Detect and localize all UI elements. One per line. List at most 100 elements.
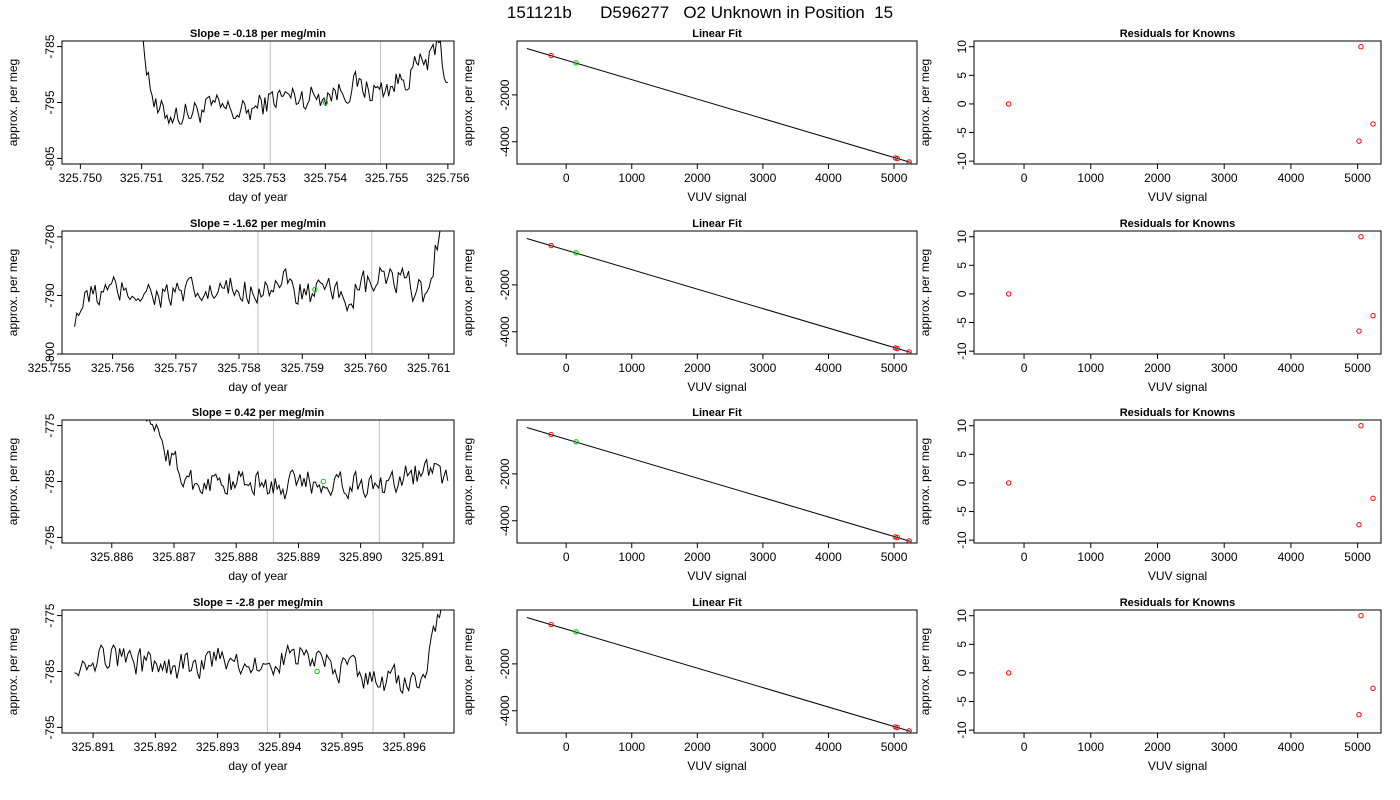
panel-r2-c2: Linear Fit 0 1000 2000 3000 4000 5000 -4000 -200… xyxy=(461,218,918,394)
signal-trace xyxy=(74,610,442,695)
plot-frame xyxy=(61,609,455,734)
figure-title: 151121b D596277 O2 Unknown in Position 1… xyxy=(507,3,893,22)
x-tick-label: 1000 xyxy=(1077,361,1104,375)
x-tick-label: 5000 xyxy=(1344,740,1371,754)
x-tick-label: 5000 xyxy=(1344,550,1371,564)
x-axis-label: day of year xyxy=(228,759,287,773)
x-tick-label: 325.894 xyxy=(258,740,302,754)
y-tick-label: -2000 xyxy=(498,648,512,679)
panel-r1-c3: Residuals for Knowns 0 1000 2000 3000 4000 500… xyxy=(918,28,1382,204)
plot-frame xyxy=(516,419,918,544)
x-tick-label: 325.893 xyxy=(196,740,240,754)
known-point xyxy=(1370,495,1376,502)
y-tick-label: 0 xyxy=(955,290,969,297)
x-tick-label: 4000 xyxy=(815,550,842,564)
x-tick-label: 3000 xyxy=(1211,361,1238,375)
panel-title: Residuals for Knowns xyxy=(1120,28,1236,40)
x-tick-label: 1000 xyxy=(618,550,645,564)
y-tick-label: 0 xyxy=(955,669,969,676)
y-tick-label: -795 xyxy=(43,715,57,739)
x-tick-label: 3000 xyxy=(1211,171,1238,185)
x-axis-label: day of year xyxy=(228,569,287,583)
y-axis-label: approx. per meg xyxy=(918,59,932,146)
y-tick-label: -10 xyxy=(955,531,969,549)
plot-frame xyxy=(61,419,455,544)
x-axis-label: VUV signal xyxy=(687,190,746,204)
y-tick-label: -4000 xyxy=(498,695,512,726)
plot-frame xyxy=(973,40,1382,165)
x-tick-label: 4000 xyxy=(815,740,842,754)
panel-title: Linear Fit xyxy=(692,407,742,419)
known-point xyxy=(1358,44,1364,50)
x-tick-label: 325.756 xyxy=(91,361,135,375)
known-point xyxy=(906,728,912,733)
x-tick-label: 1000 xyxy=(618,361,645,375)
y-tick-label: -4000 xyxy=(498,316,512,347)
x-tick-label: 325.895 xyxy=(320,740,364,754)
known-point xyxy=(894,345,901,352)
y-tick-label: 5 xyxy=(955,451,969,458)
panel-title: Linear Fit xyxy=(692,597,742,609)
x-tick-label: 3000 xyxy=(1211,740,1238,754)
x-tick-label: 4000 xyxy=(1278,740,1305,754)
y-axis-label: approx. per meg xyxy=(461,438,475,525)
x-tick-label: 325.887 xyxy=(152,550,196,564)
x-tick-label: 2000 xyxy=(1144,740,1171,754)
x-tick-label: 4000 xyxy=(815,361,842,375)
x-tick-label: 0 xyxy=(1021,171,1028,185)
x-tick-label: 325.889 xyxy=(277,550,321,564)
y-tick-label: -5 xyxy=(955,696,969,707)
y-axis-label: approx. per meg xyxy=(461,249,475,336)
x-tick-label: 0 xyxy=(1021,550,1028,564)
panel-title: Slope = -2.8 per meg/min xyxy=(193,597,323,609)
plot-frame xyxy=(516,230,918,355)
y-tick-label: -795 xyxy=(43,525,57,549)
y-tick-label: 5 xyxy=(955,72,969,79)
x-tick-label: 5000 xyxy=(881,171,908,185)
y-tick-label: 5 xyxy=(955,641,969,648)
known-point xyxy=(1370,121,1376,127)
known-point xyxy=(1356,521,1362,528)
x-tick-label: 0 xyxy=(563,550,570,564)
y-axis-label: approx. per meg xyxy=(918,249,932,336)
x-tick-label: 3000 xyxy=(750,740,777,754)
panel-r2-c3: Residuals for Knowns 0 1000 2000 3000 4000 500… xyxy=(918,218,1382,394)
unknown-point xyxy=(312,286,318,293)
plot-area xyxy=(74,610,442,733)
known-point xyxy=(548,431,554,438)
known-point xyxy=(894,155,901,162)
y-tick-label: -775 xyxy=(43,603,57,627)
x-tick-label: 325.756 xyxy=(426,171,470,185)
y-tick-label: -2000 xyxy=(498,269,512,300)
unknown-point xyxy=(314,668,320,675)
signal-trace xyxy=(74,231,441,327)
x-tick-label: 5000 xyxy=(1344,361,1371,375)
x-tick-label: 2000 xyxy=(684,361,711,375)
unknown-point xyxy=(320,478,327,485)
y-axis-label: approx. per meg xyxy=(918,438,932,525)
plot-frame xyxy=(973,419,1382,544)
y-tick-label: -4000 xyxy=(498,126,512,157)
y-tick-label: 0 xyxy=(955,100,969,107)
y-tick-label: -10 xyxy=(955,152,969,170)
x-tick-label: 4000 xyxy=(1278,550,1305,564)
x-tick-label: 325.888 xyxy=(215,550,259,564)
y-tick-label: -805 xyxy=(43,146,57,170)
x-tick-label: 325.758 xyxy=(217,361,261,375)
y-axis-label: approx. per meg xyxy=(6,249,20,336)
known-point xyxy=(1005,480,1012,486)
known-point xyxy=(1370,312,1376,319)
panel-r4-c1: Slope = -2.8 per meg/min 325.891 325.892 32… xyxy=(6,597,455,773)
plot-area xyxy=(1005,613,1376,718)
plot-area xyxy=(526,48,912,164)
y-tick-label: 10 xyxy=(955,609,969,623)
y-tick-label: -5 xyxy=(955,506,969,517)
x-tick-label: 4000 xyxy=(1278,171,1305,185)
x-tick-label: 2000 xyxy=(1144,171,1171,185)
x-axis-label: VUV signal xyxy=(1148,759,1207,773)
plot-area xyxy=(1005,44,1376,144)
unknown-point xyxy=(573,60,579,66)
x-tick-label: 325.753 xyxy=(242,171,286,185)
plot-frame xyxy=(516,40,918,165)
panel-title: Residuals for Knowns xyxy=(1120,597,1236,609)
